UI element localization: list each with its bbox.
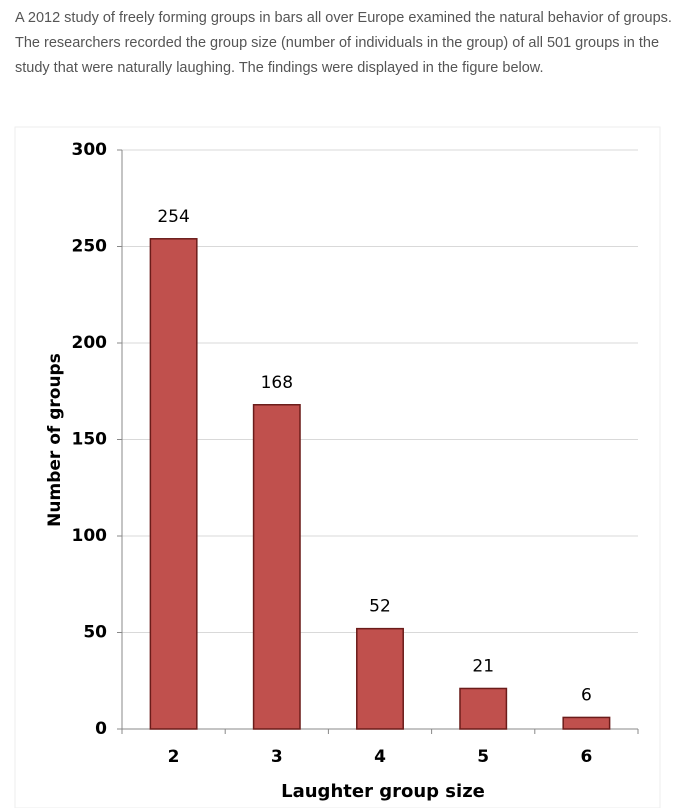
- data-label: 6: [581, 685, 592, 705]
- y-tick-label: 100: [72, 526, 108, 546]
- bar: [562, 716, 611, 730]
- data-label: 168: [261, 373, 293, 393]
- y-tick-label: 200: [72, 333, 108, 353]
- chart-background: [14, 126, 661, 808]
- x-tick-label: 2: [168, 747, 180, 767]
- y-tick-label: 300: [72, 140, 108, 160]
- x-tick-label: 4: [374, 747, 386, 767]
- intro-paragraph: A 2012 study of freely forming groups in…: [15, 10, 672, 76]
- x-tick-label: 5: [477, 747, 489, 767]
- y-axis-title: Number of groups: [45, 353, 65, 527]
- data-label: 21: [472, 656, 494, 676]
- y-tick-label: 50: [83, 623, 107, 643]
- y-tick-label: 250: [72, 237, 108, 257]
- bar: [252, 404, 301, 730]
- y-tick-label: 150: [72, 430, 108, 450]
- x-tick-label: 3: [271, 747, 283, 767]
- y-tick-label: 0: [95, 719, 107, 739]
- bar: [149, 238, 198, 730]
- data-label: 52: [369, 597, 391, 617]
- x-axis-title: Laughter group size: [281, 781, 485, 802]
- x-tick-label: 6: [580, 747, 592, 767]
- data-label: 254: [157, 207, 189, 227]
- bar: [356, 627, 404, 730]
- bar: [459, 687, 508, 730]
